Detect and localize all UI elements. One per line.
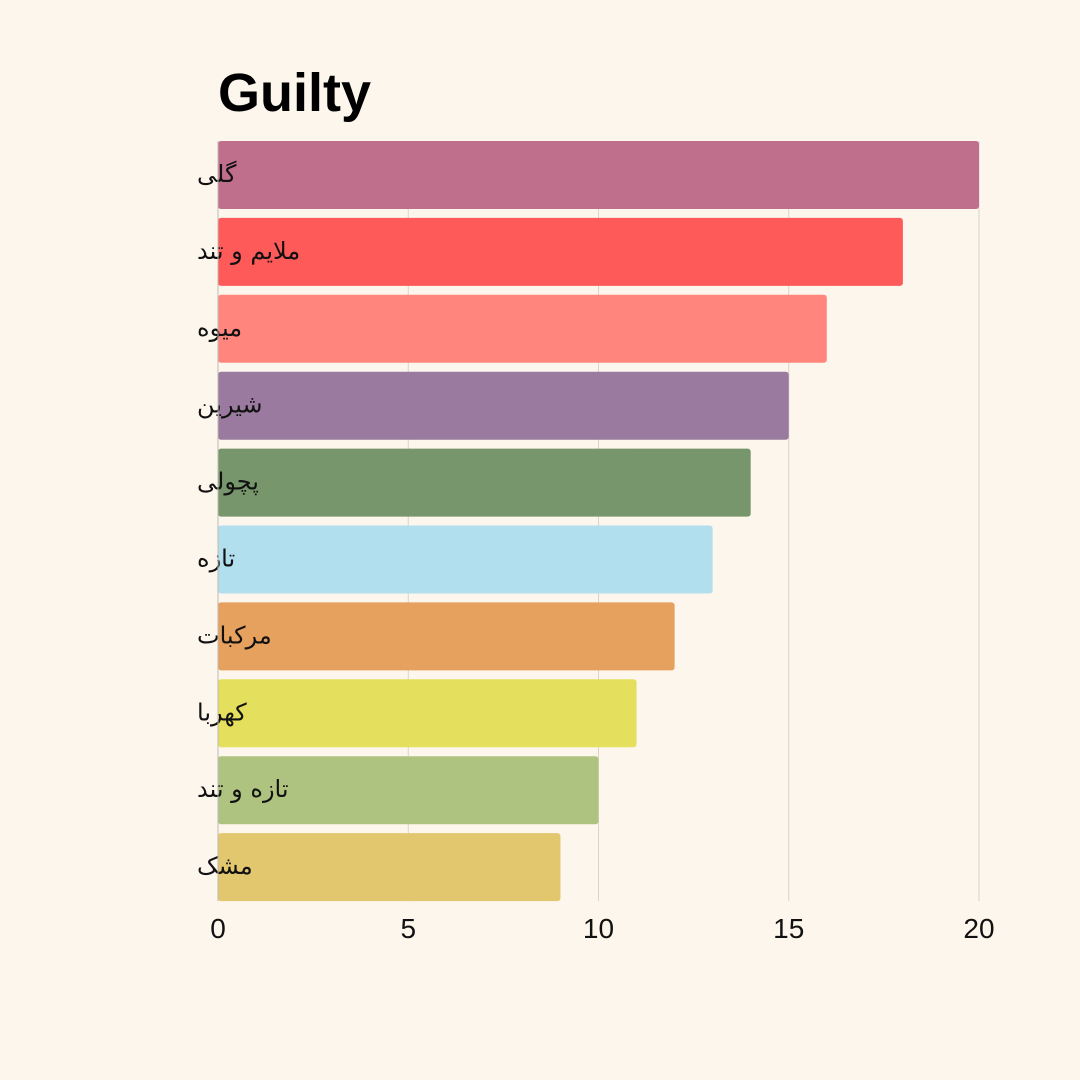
x-axis-tick-labels: 0 5 10 15 20 — [210, 913, 994, 944]
category-label-2: میوه — [197, 314, 242, 342]
chart-title: Guilty — [218, 63, 372, 123]
x-tick-label-4: 20 — [963, 913, 994, 944]
category-label-8: تازه و تند — [197, 775, 289, 803]
bar-9 — [218, 833, 561, 902]
x-tick-label-3: 15 — [773, 913, 804, 944]
bars — [218, 141, 979, 902]
category-label-6: مرکبات — [197, 621, 272, 649]
bar-6 — [218, 602, 675, 671]
bar-3 — [218, 371, 789, 440]
bar-2 — [218, 294, 827, 363]
x-tick-label-0: 0 — [210, 913, 226, 944]
bar-4 — [218, 448, 751, 517]
category-label-9: مشک — [197, 852, 253, 880]
bar-8 — [218, 756, 599, 825]
bar-5 — [218, 525, 713, 594]
category-labels: گلی ملایم و تند میوه شیرین پچولی تازه مرکبات که… — [197, 160, 300, 880]
x-tick-label-2: 10 — [583, 913, 614, 944]
bar-1 — [218, 217, 903, 286]
x-tick-label-1: 5 — [400, 913, 416, 944]
bar-0 — [218, 141, 979, 209]
category-label-3: شیرین — [197, 391, 263, 419]
category-label-5: تازه — [197, 545, 235, 573]
bar-7 — [218, 679, 637, 748]
category-label-1: ملایم و تند — [197, 237, 300, 265]
category-label-4: پچولی — [197, 468, 259, 496]
category-label-7: کهربا — [197, 698, 247, 726]
category-label-0: گلی — [197, 160, 237, 188]
